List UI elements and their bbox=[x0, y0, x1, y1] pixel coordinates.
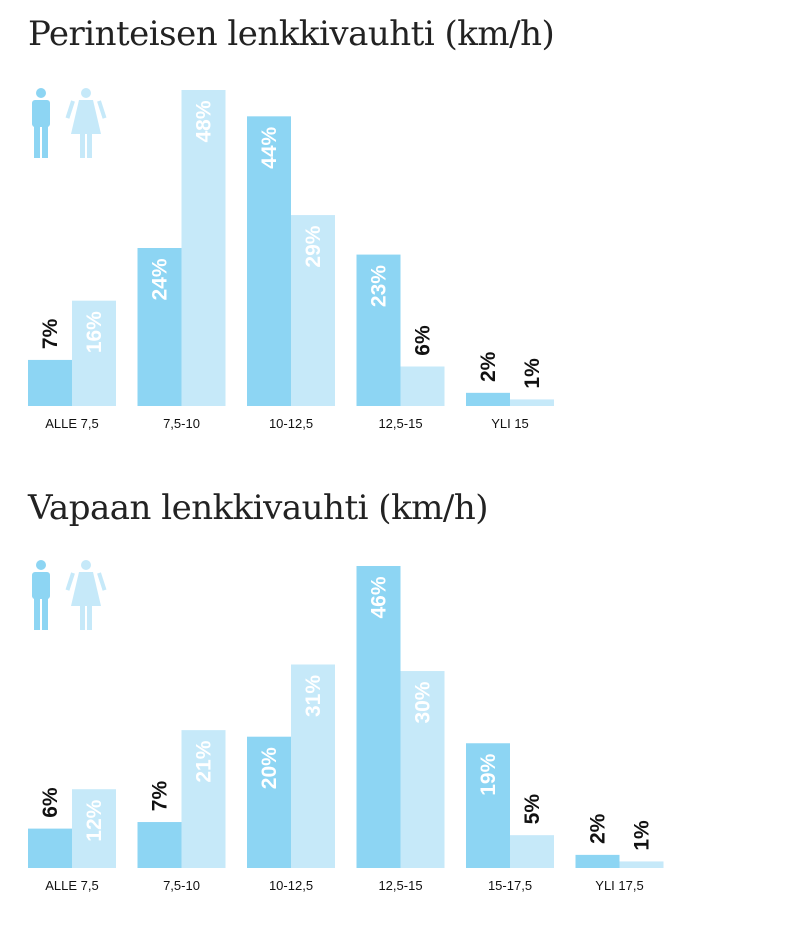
bar-male bbox=[466, 392, 510, 406]
bar-value-label: 6% bbox=[412, 325, 435, 356]
category-label: YLI 17,5 bbox=[595, 878, 643, 893]
bar-value-label: 6% bbox=[39, 787, 62, 818]
chart-title: Perinteisen lenkkivauhti (km/h) bbox=[28, 14, 555, 54]
bar-female bbox=[510, 835, 554, 868]
male-person-icon bbox=[32, 88, 50, 158]
chart-title: Vapaan lenkkivauhti (km/h) bbox=[28, 488, 489, 528]
bar-female bbox=[291, 215, 335, 406]
bar-value-label: 44% bbox=[258, 126, 281, 168]
category-label: 7,5-10 bbox=[163, 878, 200, 893]
bar-value-label: 19% bbox=[477, 753, 500, 795]
bar-female bbox=[72, 789, 116, 868]
bar-value-label: 1% bbox=[631, 820, 654, 851]
bar-value-label: 16% bbox=[83, 311, 106, 353]
bar-female bbox=[400, 366, 445, 406]
bar-male bbox=[247, 116, 291, 407]
bar-female bbox=[510, 399, 554, 406]
category-label: 15-17,5 bbox=[488, 878, 532, 893]
bar-male bbox=[28, 828, 72, 868]
female-person-icon bbox=[65, 88, 107, 158]
bar-female bbox=[181, 730, 226, 868]
category-label: 12,5-15 bbox=[378, 416, 422, 431]
bar-male bbox=[356, 566, 401, 868]
bar-value-label: 21% bbox=[193, 740, 216, 782]
bar-value-label: 7% bbox=[39, 318, 62, 349]
category-label: ALLE 7,5 bbox=[45, 878, 99, 893]
bar-female bbox=[72, 300, 116, 406]
bar-value-label: 20% bbox=[258, 747, 281, 789]
bar-male bbox=[356, 254, 401, 406]
bar-male bbox=[466, 743, 510, 868]
bar-value-label: 29% bbox=[302, 225, 325, 267]
bar-value-label: 5% bbox=[521, 794, 544, 825]
bar-chart: 6% 12% ALLE 7,5 7% 21% 7,5-10 20% 31% 10-12,5 46%… bbox=[28, 560, 664, 893]
bar-male bbox=[575, 854, 620, 868]
bar-value-label: 48% bbox=[193, 100, 216, 142]
bar-male bbox=[137, 248, 182, 406]
bar-value-label: 7% bbox=[149, 781, 172, 812]
bar-value-label: 24% bbox=[149, 258, 172, 300]
bar-female bbox=[291, 664, 335, 868]
bar-female bbox=[181, 90, 226, 406]
category-label: 12,5-15 bbox=[378, 878, 422, 893]
bar-value-label: 46% bbox=[368, 576, 391, 618]
bar-male bbox=[137, 822, 182, 868]
category-label: ALLE 7,5 bbox=[45, 416, 99, 431]
bar-male bbox=[28, 359, 72, 406]
bar-chart: 7% 16% ALLE 7,5 24% 48% 7,5-10 44% 29% 10-12,5 23… bbox=[28, 88, 554, 431]
category-label: 7,5-10 bbox=[163, 416, 200, 431]
bar-value-label: 23% bbox=[368, 265, 391, 307]
bar-female bbox=[400, 671, 445, 868]
bar-male bbox=[247, 736, 291, 868]
category-label: 10-12,5 bbox=[269, 878, 313, 893]
bar-value-label: 2% bbox=[587, 813, 610, 844]
bar-female bbox=[619, 861, 664, 868]
male-person-icon bbox=[32, 560, 50, 630]
female-person-icon bbox=[65, 560, 107, 630]
category-label: 10-12,5 bbox=[269, 416, 313, 431]
bar-value-label: 31% bbox=[302, 675, 325, 717]
category-label: YLI 15 bbox=[491, 416, 529, 431]
bar-value-label: 2% bbox=[477, 351, 500, 382]
bar-value-label: 12% bbox=[83, 799, 106, 841]
bar-value-label: 30% bbox=[412, 681, 435, 723]
bar-value-label: 1% bbox=[521, 358, 544, 389]
